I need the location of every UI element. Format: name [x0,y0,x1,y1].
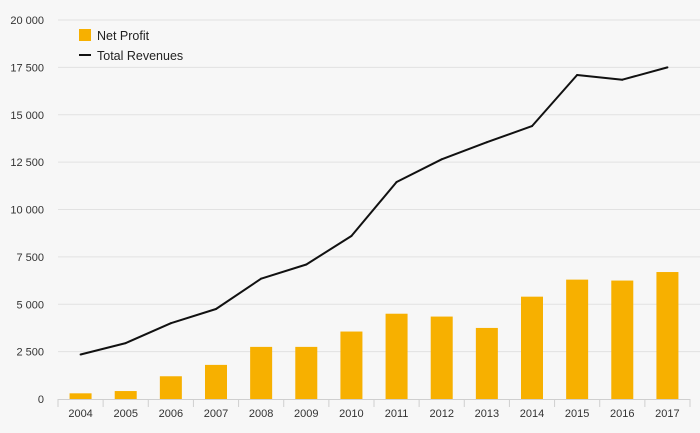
y-tick-label: 0 [38,394,44,406]
bar-net-profit-2011 [385,313,408,399]
total-revenues-line-group [79,66,669,356]
point-total-revenues-2008 [260,277,263,280]
point-total-revenues-2004 [79,353,82,356]
bar-net-profit-2010 [340,331,363,399]
bar-net-profit-2005 [114,391,137,399]
x-tick-label: 2010 [339,408,363,420]
x-tick-label: 2016 [610,408,634,420]
x-tick-label: 2017 [655,408,679,420]
bar-net-profit-2009 [295,346,318,399]
point-total-revenues-2017 [666,66,669,69]
y-tick-label: 10 000 [10,205,44,217]
point-total-revenues-2012 [440,158,443,161]
bar-net-profit-2006 [159,376,182,399]
point-total-revenues-2009 [305,263,308,266]
bar-net-profit-2015 [566,279,589,399]
net-profit-bars [69,272,679,399]
bar-net-profit-2016 [611,280,634,399]
bar-net-profit-2014 [521,296,543,399]
x-tick-label: 2008 [249,408,273,420]
y-axis-tick-labels: 0 2 500 5 000 7 500 10 000 12 500 15 000 17 500… [10,15,44,406]
bar-net-profit-2004 [69,393,92,399]
x-tick-label: 2013 [475,408,499,420]
x-tick-label: 2004 [68,408,92,420]
x-tick-label: 2011 [385,408,409,420]
point-total-revenues-2007 [215,307,217,310]
legend-swatch-net-profit [79,29,91,41]
x-axis: 2004 2005 2006 2007 2008 2009 2010 2011 2012 2013… [57,399,691,420]
x-tick-label: 2005 [113,408,137,420]
point-total-revenues-2015 [576,73,579,76]
point-total-revenues-2005 [124,342,127,345]
x-tick-label: 2007 [204,408,228,420]
x-tick-label: 2006 [159,408,183,420]
y-tick-label: 5 000 [16,299,44,311]
y-tick-label: 17 500 [10,62,44,74]
point-total-revenues-2010 [350,235,353,238]
point-total-revenues-2013 [485,141,488,144]
bar-net-profit-2007 [205,364,227,399]
line-total-revenues [80,66,668,356]
y-tick-label: 12 500 [10,157,44,169]
point-total-revenues-2011 [395,181,398,184]
bar-net-profit-2008 [250,346,273,399]
y-tick-label: 2 500 [16,347,44,359]
x-tick-label: 2015 [565,408,589,420]
bar-net-profit-2012 [430,316,453,399]
point-total-revenues-2014 [531,125,533,128]
x-tick-label: 2009 [294,408,318,420]
legend-label-net-profit: Net Profit [97,29,150,43]
legend: Net Profit Total Revenues [79,29,183,63]
y-tick-label: 15 000 [10,110,44,122]
y-tick-label: 7 500 [16,252,44,264]
point-total-revenues-2006 [169,322,172,325]
bar-net-profit-2017 [656,272,679,399]
x-tick-label: 2012 [429,408,453,420]
y-tick-label: 20 000 [10,15,44,27]
grid-lines [58,19,700,353]
x-tick-label: 2014 [520,408,544,420]
bar-net-profit-2013 [475,327,498,399]
point-total-revenues-2016 [621,78,624,81]
legend-label-total-revenues: Total Revenues [97,49,183,63]
